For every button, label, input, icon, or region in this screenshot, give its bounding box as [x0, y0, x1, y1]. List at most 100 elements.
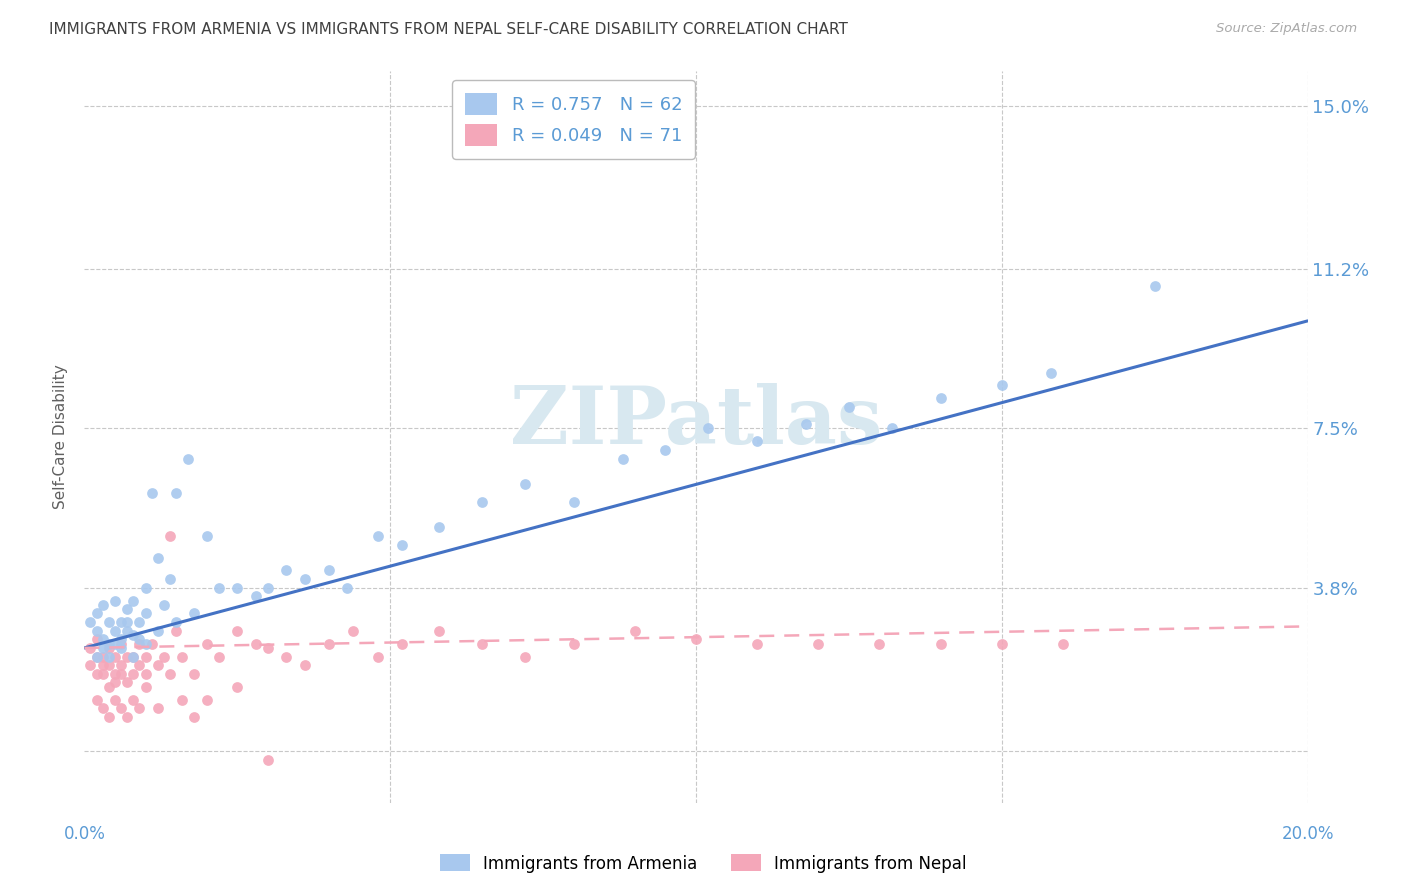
Point	[146, 701, 169, 715]
Point	[747, 434, 769, 449]
Point	[122, 692, 145, 706]
Point	[257, 640, 280, 655]
Point	[115, 602, 138, 616]
Point	[318, 637, 340, 651]
Point	[165, 486, 187, 500]
Point	[183, 666, 205, 681]
Point	[135, 680, 157, 694]
Point	[513, 649, 536, 664]
Point	[86, 632, 108, 647]
Point	[471, 494, 494, 508]
Point	[159, 572, 181, 586]
Point	[562, 494, 585, 508]
Point	[104, 593, 127, 607]
Point	[513, 477, 536, 491]
Point	[226, 581, 249, 595]
Point	[91, 640, 114, 655]
Point	[86, 624, 108, 638]
Point	[128, 632, 150, 647]
Point	[226, 624, 249, 638]
Text: Source: ZipAtlas.com: Source: ZipAtlas.com	[1216, 22, 1357, 36]
Point	[97, 680, 120, 694]
Point	[110, 640, 132, 655]
Text: ZIPatlas: ZIPatlas	[510, 384, 882, 461]
Point	[115, 675, 138, 690]
Point	[991, 637, 1014, 651]
Point	[195, 692, 218, 706]
Point	[869, 637, 891, 651]
Point	[153, 598, 176, 612]
Point	[807, 637, 830, 651]
Legend: Immigrants from Armenia, Immigrants from Nepal: Immigrants from Armenia, Immigrants from…	[433, 847, 973, 880]
Point	[318, 564, 340, 578]
Point	[276, 564, 298, 578]
Point	[135, 607, 157, 621]
Point	[141, 486, 163, 500]
Point	[195, 529, 218, 543]
Text: 0.0%: 0.0%	[63, 825, 105, 843]
Text: 20.0%: 20.0%	[1281, 825, 1334, 843]
Point	[391, 637, 413, 651]
Point	[257, 581, 280, 595]
Point	[135, 637, 157, 651]
Point	[115, 710, 138, 724]
Point	[342, 624, 364, 638]
Point	[104, 649, 127, 664]
Point	[159, 666, 181, 681]
Point	[336, 581, 359, 595]
Point	[391, 538, 413, 552]
Point	[294, 658, 316, 673]
Point	[991, 378, 1014, 392]
Point	[110, 637, 132, 651]
Point	[183, 607, 205, 621]
Point	[104, 637, 127, 651]
Point	[146, 658, 169, 673]
Point	[1143, 279, 1166, 293]
Point	[97, 710, 120, 724]
Point	[471, 637, 494, 651]
Text: IMMIGRANTS FROM ARMENIA VS IMMIGRANTS FROM NEPAL SELF-CARE DISABILITY CORRELATIO: IMMIGRANTS FROM ARMENIA VS IMMIGRANTS FR…	[49, 22, 848, 37]
Point	[427, 624, 450, 638]
Point	[91, 649, 114, 664]
Point	[104, 624, 127, 638]
Point	[624, 624, 647, 638]
Point	[91, 632, 114, 647]
Point	[122, 666, 145, 681]
Point	[427, 520, 450, 534]
Point	[177, 451, 200, 466]
Point	[91, 666, 114, 681]
Point	[122, 593, 145, 607]
Point	[208, 581, 231, 595]
Legend: R = 0.757   N = 62, R = 0.049   N = 71: R = 0.757 N = 62, R = 0.049 N = 71	[453, 80, 695, 159]
Point	[104, 666, 127, 681]
Point	[276, 649, 298, 664]
Point	[122, 649, 145, 664]
Point	[195, 637, 218, 651]
Point	[86, 692, 108, 706]
Point	[128, 658, 150, 673]
Point	[110, 701, 132, 715]
Point	[367, 529, 389, 543]
Point	[97, 640, 120, 655]
Point	[1052, 637, 1074, 651]
Point	[880, 421, 903, 435]
Point	[245, 637, 267, 651]
Point	[245, 589, 267, 603]
Point	[86, 607, 108, 621]
Point	[146, 624, 169, 638]
Point	[97, 615, 120, 629]
Point	[110, 658, 132, 673]
Point	[294, 572, 316, 586]
Point	[141, 637, 163, 651]
Point	[226, 680, 249, 694]
Point	[110, 632, 132, 647]
Point	[1039, 366, 1062, 380]
Point	[135, 581, 157, 595]
Point	[929, 637, 952, 651]
Point	[104, 692, 127, 706]
Point	[110, 666, 132, 681]
Point	[208, 649, 231, 664]
Point	[135, 649, 157, 664]
Point	[172, 649, 194, 664]
Point	[135, 666, 157, 681]
